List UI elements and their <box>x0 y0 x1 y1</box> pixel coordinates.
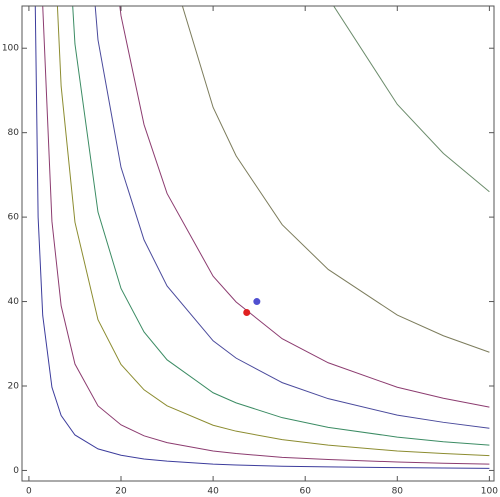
x-tick-label: 80 <box>392 487 404 497</box>
contour-line <box>119 6 490 408</box>
contour-line <box>56 6 490 457</box>
point <box>243 309 251 317</box>
contour-line <box>94 6 490 429</box>
y-tick-label: 80 <box>8 128 20 138</box>
frame <box>21 5 495 482</box>
x-tick-label: 20 <box>115 487 127 497</box>
contour-line <box>181 6 490 353</box>
y-tick-label: 20 <box>8 382 20 392</box>
contour-line <box>72 6 490 446</box>
y-tick-label: 40 <box>8 297 20 307</box>
x-tick-label: 100 <box>481 487 498 497</box>
point <box>253 298 261 306</box>
contour-line <box>34 6 490 469</box>
x-tick-label: 40 <box>207 487 219 497</box>
x-tick-label: 0 <box>26 487 32 497</box>
contour-line <box>42 6 490 465</box>
contour-line <box>333 6 490 193</box>
y-tick-label: 60 <box>8 213 20 223</box>
y-tick-label: 100 <box>2 44 19 54</box>
x-tick-label: 60 <box>299 487 311 497</box>
y-tick-label: 0 <box>13 466 19 476</box>
plot-area <box>34 6 490 469</box>
